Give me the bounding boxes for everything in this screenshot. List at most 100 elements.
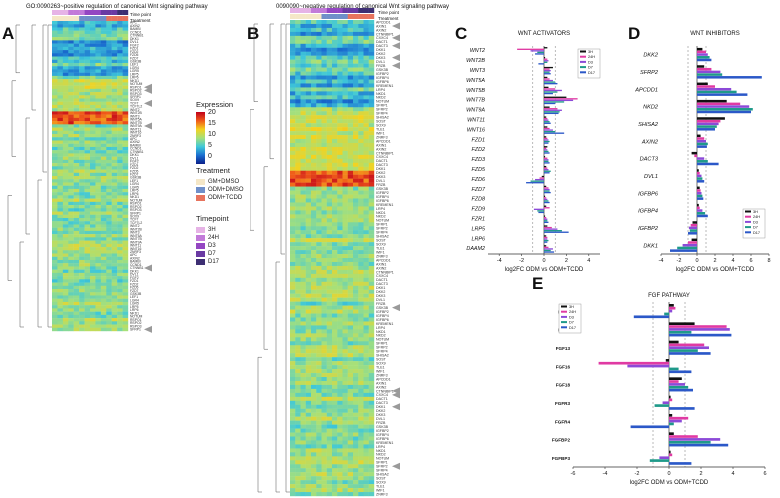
hmA-cell [73, 263, 80, 267]
hmB-cell [305, 31, 312, 37]
hmA-cell [84, 311, 91, 316]
hmA-cell [79, 276, 85, 280]
hmB-cell [295, 190, 301, 195]
hmA-cell [84, 185, 91, 190]
hmA-cell [73, 314, 80, 319]
hmB-cell [337, 337, 343, 342]
hmA-cell [95, 59, 102, 64]
hmB-cell [363, 412, 369, 417]
hmB-cell [332, 202, 338, 207]
hmB-cell [305, 436, 312, 441]
hmA-cell [90, 153, 96, 157]
hmA-cell [52, 250, 58, 254]
hmB-cell [311, 384, 317, 390]
hmA-cell [106, 227, 112, 232]
hmB-cell [353, 111, 359, 116]
wnt-inhibitors-bar [697, 142, 708, 146]
hmB-gene-label: APCDD1 [376, 377, 391, 381]
hmA-cell [62, 98, 69, 102]
hmB-treatment-track-cell [347, 14, 354, 19]
hmA-cell [84, 127, 91, 131]
hmB-arrow-marker [392, 34, 400, 42]
treatment-legend-swatch [196, 179, 205, 185]
hmB-cell [353, 472, 359, 477]
hmA-gene-label: LGR4 [130, 182, 139, 186]
hmB-cell [311, 468, 317, 473]
hmB-cell [332, 87, 338, 92]
hmB-cell [358, 170, 364, 175]
hmB-cell [342, 20, 348, 25]
hmB-cell [295, 269, 301, 275]
wnt-activators-category-label: WNT2B [466, 58, 485, 64]
hmB-cell [305, 369, 312, 374]
hmA-cell [52, 143, 58, 148]
hmA-cell [117, 137, 123, 141]
hmB-cell [316, 392, 322, 398]
hmB-cell [342, 178, 348, 183]
hmB-cell [368, 476, 375, 481]
hmB-cell [295, 238, 301, 243]
wnt-inhibitors-category-label: IGFBP2 [638, 226, 659, 232]
hmA-cell [73, 30, 80, 35]
hmA-cell [90, 108, 96, 112]
hmA-cell [95, 169, 102, 173]
hmA-cell [52, 324, 58, 328]
hmB-cell [337, 226, 343, 231]
wnt-activators-category-label: WNT5B [466, 88, 485, 94]
hmB-cell [337, 194, 343, 199]
hmB-cell [326, 400, 333, 405]
hmA-cell [57, 21, 64, 25]
hmB-cell [332, 460, 338, 465]
hmA-cell [100, 92, 107, 96]
hmB-gene-label: KREMEN1 [376, 84, 393, 88]
hmA-cell [57, 163, 64, 167]
hmA-time-track-cell [90, 10, 96, 15]
hmA-cell [73, 179, 80, 183]
hmB-cell [368, 456, 375, 461]
timepoint-legend-swatch [196, 259, 205, 265]
hmB-cell [337, 424, 343, 429]
hmB-cell [342, 214, 348, 219]
hmA-cell [90, 66, 96, 70]
hmA-cell [117, 253, 123, 257]
hmB-cell [347, 293, 354, 298]
hmB-cell [290, 400, 296, 405]
wnt-activators-bar [544, 246, 549, 249]
hmB-cell [300, 424, 306, 429]
hmB-cell [347, 484, 354, 489]
hmB-gene-label: IGFBP2 [376, 191, 389, 195]
hmB-cell [295, 55, 301, 60]
hmA-cell [52, 75, 58, 80]
hmB-cell [368, 488, 375, 493]
wnt-activators-category-label: LRP5 [472, 226, 486, 232]
hmA-time-track-cell [106, 10, 112, 15]
hmA-cell [79, 24, 85, 28]
hmB-cell [363, 230, 369, 235]
hmA-cell [95, 305, 102, 309]
hmB-cell [347, 404, 354, 409]
hmA-cell [84, 56, 91, 60]
hmB-cell [300, 297, 306, 302]
hmA-cell [84, 50, 91, 54]
hmA-cell [73, 292, 80, 296]
hmA-cell [68, 92, 74, 96]
hmB-cell [363, 139, 369, 144]
hmA-dendrogram-branch [7, 195, 12, 281]
hmB-cell [332, 297, 338, 302]
hmA-cell [73, 208, 80, 212]
wnt-inhibitors-bar [688, 232, 697, 235]
wnt-activators-category-label: FZR1 [472, 217, 485, 223]
hmA-arrow-marker [144, 86, 152, 94]
hmB-cell [363, 178, 369, 183]
hmB-gene-label: DACT1 [376, 397, 388, 401]
hmA-cell [122, 46, 129, 51]
hmB-cell [321, 365, 327, 370]
hmA-cell [117, 318, 123, 322]
hmB-cell [316, 47, 322, 52]
hmB-cell [311, 27, 317, 33]
hmB-cell [316, 198, 322, 203]
hmB-cell [326, 111, 333, 116]
hmA-cell [117, 169, 123, 173]
hmA-cell [95, 69, 102, 73]
hmB-cell [332, 190, 338, 195]
